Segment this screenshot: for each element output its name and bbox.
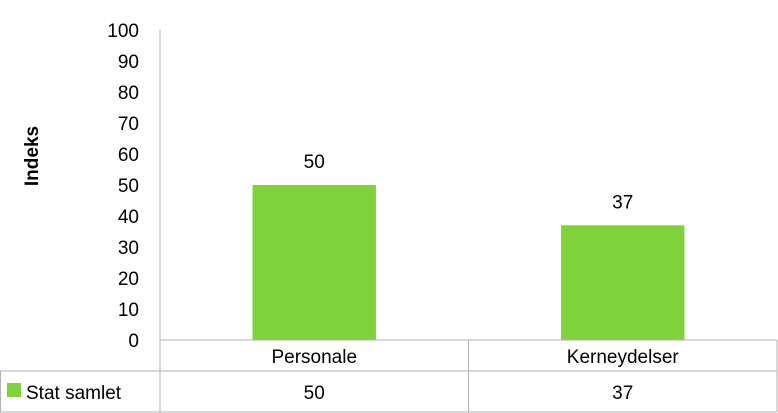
y-tick-label: 70	[118, 114, 139, 135]
bar-data-labels: 50 37	[304, 152, 634, 213]
bar-kerneydelser	[561, 225, 685, 340]
bars	[252, 185, 685, 340]
table-cell-value: 37	[612, 383, 633, 404]
legend-swatch	[7, 383, 21, 397]
y-tick-label: 20	[118, 269, 139, 290]
y-tick-label: 10	[118, 300, 139, 321]
y-axis-label: Indeks	[22, 126, 43, 186]
x-tick-label: Kerneydelser	[567, 347, 680, 368]
y-tick-label: 40	[118, 207, 139, 228]
y-tick-label: 90	[118, 52, 139, 73]
x-tick-label: Personale	[271, 347, 357, 368]
y-tick-label: 100	[107, 21, 139, 42]
y-tick-label: 0	[128, 331, 139, 352]
y-tick-label: 50	[118, 176, 139, 197]
data-label-personale: 50	[304, 152, 325, 173]
y-tick-label: 60	[118, 145, 139, 166]
bar-personale	[252, 185, 376, 340]
data-table: Personale 50 Kerneydelser 37 Stat samlet	[0, 339, 778, 413]
table-cell-value: 50	[304, 383, 325, 404]
y-axis-ticks: 0 10 20 30 40 50 60 70 80 90 100	[107, 21, 139, 352]
data-label-kerneydelser: 37	[612, 192, 633, 213]
y-tick-label: 80	[118, 83, 139, 104]
y-tick-label: 30	[118, 238, 139, 259]
legend-series-name: Stat samlet	[26, 383, 122, 404]
